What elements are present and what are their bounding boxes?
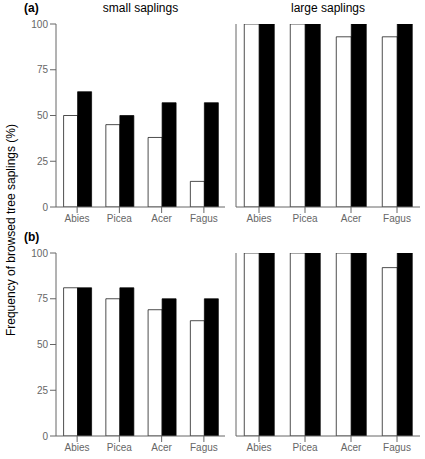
html-text:Frequency of browsed tree sapl: Frequency of browsed tree saplings (%) [4, 123, 18, 336]
svg-text:50: 50 [37, 110, 49, 121]
html-text:small saplings: small saplings [102, 1, 179, 15]
svg-text:Acer: Acer [151, 442, 172, 453]
svg-text:100: 100 [31, 248, 48, 259]
svg-text:0: 0 [42, 431, 48, 442]
svg-text:Acer: Acer [151, 213, 172, 224]
svg-text:Picea: Picea [292, 213, 317, 224]
svg-text:Picea: Picea [292, 442, 317, 453]
svg-text:25: 25 [37, 156, 49, 167]
svg-text:25: 25 [37, 385, 49, 396]
svg-text:Abies: Abies [65, 213, 90, 224]
svg-text:Abies: Abies [246, 213, 271, 224]
svg-text:50: 50 [37, 339, 49, 350]
svg-text:75: 75 [37, 293, 49, 304]
svg-text:Fagus: Fagus [190, 213, 218, 224]
svg-text:Abies: Abies [65, 442, 90, 453]
svg-text:Abies: Abies [246, 442, 271, 453]
svg-text:75: 75 [37, 64, 49, 75]
svg-text:Fagus: Fagus [383, 213, 411, 224]
svg-text:Picea: Picea [107, 213, 132, 224]
svg-text:100: 100 [31, 19, 48, 30]
svg-text:Acer: Acer [341, 442, 362, 453]
svg-text:Acer: Acer [341, 213, 362, 224]
svg-text:Fagus: Fagus [383, 442, 411, 453]
html-text:large saplings: large saplings [291, 1, 365, 15]
html-text:(b): (b) [24, 230, 40, 244]
svg-text:0: 0 [42, 202, 48, 213]
html-text:(a): (a) [24, 1, 39, 15]
svg-text:Picea: Picea [107, 442, 132, 453]
svg-text:Fagus: Fagus [190, 442, 218, 453]
